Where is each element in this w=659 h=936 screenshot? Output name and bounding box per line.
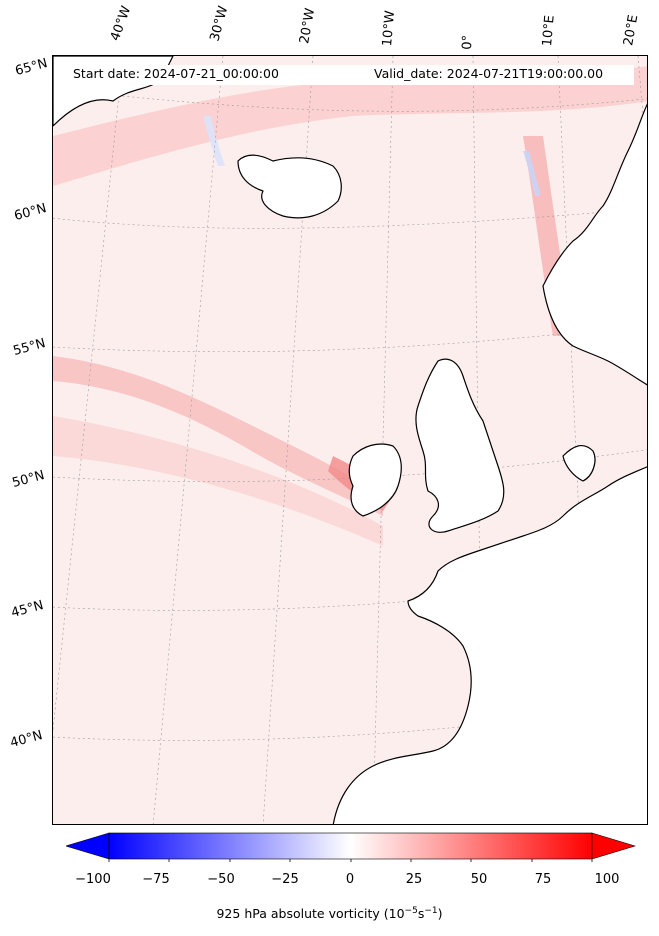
ireland xyxy=(348,443,402,517)
colorbar-title-exp1: −5 xyxy=(404,906,418,916)
lat-label-40n: 40°N xyxy=(8,728,45,751)
iceland xyxy=(237,154,342,219)
colorbar-max-extend xyxy=(591,832,636,860)
graticule-lon-10w xyxy=(372,56,394,824)
lat-label-50n: 50°N xyxy=(10,468,47,491)
continental-europe xyxy=(332,466,647,824)
colorbar-title: 925 hPa absolute vorticity (10−5s−1) xyxy=(0,906,659,921)
lat-label-45n: 45°N xyxy=(9,598,46,621)
lon-label-30w: 30°W xyxy=(207,4,232,43)
map-panel xyxy=(52,55,648,825)
start-date-label: Start date: 2024-07-21_00:00:00 xyxy=(73,66,279,81)
lon-label-10e: 10°E xyxy=(540,14,558,48)
denmark xyxy=(562,444,596,482)
colorbar-tick-25: 25 xyxy=(405,872,423,887)
colorbar-title-mid: s xyxy=(417,906,425,922)
lon-label-20e: 20°E xyxy=(621,13,642,47)
colorbar-title-exp2: −1 xyxy=(424,906,438,916)
vorticity-map xyxy=(53,56,647,824)
colorbar-min-extend xyxy=(66,832,110,860)
colorbar-gradient xyxy=(108,832,593,860)
lon-label-10w: 10°W xyxy=(380,9,399,47)
lat-label-65n: 65°N xyxy=(13,56,50,79)
colorbar-tick-neg75: −75 xyxy=(142,872,170,887)
vorticity-negative-norway xyxy=(523,151,541,196)
colorbar-tick-50: 50 xyxy=(470,872,488,887)
valid-date-label: Valid_date: 2024-07-21T19:00:00.00 xyxy=(374,66,604,81)
vorticity-band-south xyxy=(53,416,383,546)
vorticity-band-atlantic xyxy=(53,356,383,516)
header-bar xyxy=(68,65,634,85)
colorbar-tick-100: 100 xyxy=(594,872,620,887)
scandinavia xyxy=(542,103,647,386)
graticule-lat-60 xyxy=(53,208,647,229)
graticule-lon-20w xyxy=(262,56,314,824)
landmasses xyxy=(53,56,647,824)
colorbar-tick-neg25: −25 xyxy=(271,872,299,887)
lat-label-60n: 60°N xyxy=(12,201,49,224)
lon-label-20w: 20°W xyxy=(297,7,319,46)
colorbar-tick-neg100: −100 xyxy=(75,872,111,887)
vorticity-band-north xyxy=(53,66,647,186)
graticule-lat-50 xyxy=(53,449,647,482)
graticule-lon-10e xyxy=(557,56,594,824)
lat-label-55n: 55°N xyxy=(11,336,48,359)
colorbar-title-end: ) xyxy=(437,906,443,922)
graticule-lon-40w xyxy=(53,56,124,733)
colorbar-tick-neg50: −50 xyxy=(207,872,235,887)
graticule-lat-65 xyxy=(53,88,647,112)
great-britain xyxy=(415,358,505,533)
graticule-lon-30w xyxy=(152,56,224,824)
colorbar-tick-75: 75 xyxy=(534,872,552,887)
lon-label-40w: 40°W xyxy=(107,4,135,43)
colorbar-ticks xyxy=(108,859,593,862)
colorbar xyxy=(66,832,636,862)
lon-label-0: 0° xyxy=(460,34,476,50)
vorticity-negative-north xyxy=(203,116,225,166)
colorbar-tick-0: 0 xyxy=(345,872,355,887)
colorbar-title-text: 925 hPa absolute vorticity (10 xyxy=(216,906,405,922)
